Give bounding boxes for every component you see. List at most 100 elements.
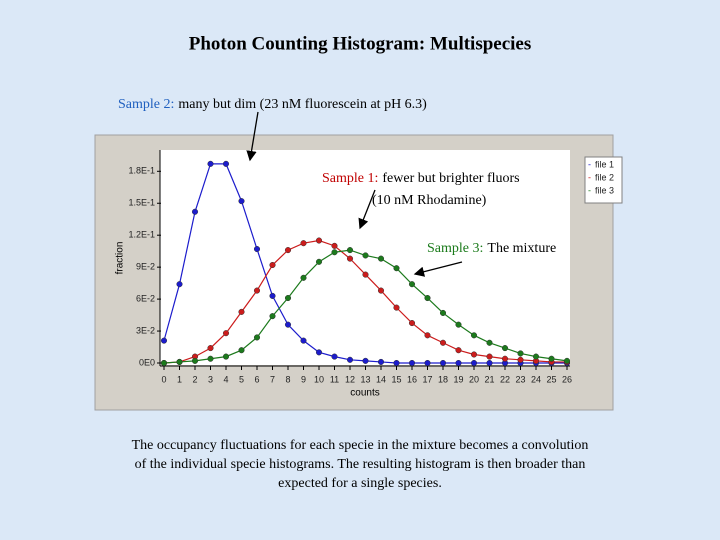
legend-label: file 2 xyxy=(595,172,614,182)
arrow xyxy=(413,261,463,277)
y-tick-label: 9E-2 xyxy=(136,262,155,272)
annotation: Sample 1: fewer but brighter fluors xyxy=(322,171,520,186)
data-point xyxy=(315,349,323,356)
data-point xyxy=(486,339,493,346)
data-point xyxy=(253,245,261,253)
x-tick-label: 24 xyxy=(531,374,541,384)
data-point xyxy=(191,208,199,215)
annotation-label: Sample 3: xyxy=(427,241,483,256)
x-tick-label: 22 xyxy=(500,374,510,384)
x-tick-label: 6 xyxy=(254,374,259,384)
arrow xyxy=(358,189,376,230)
data-point xyxy=(517,356,524,363)
data-point xyxy=(238,308,245,315)
data-point xyxy=(346,247,354,254)
data-point xyxy=(486,353,493,360)
x-tick-label: 9 xyxy=(301,374,306,384)
x-tick-label: 18 xyxy=(438,374,448,384)
data-point xyxy=(269,292,276,299)
data-point xyxy=(470,359,478,367)
data-point xyxy=(207,345,214,352)
legend-dash: - xyxy=(588,159,591,169)
data-point xyxy=(517,350,524,357)
data-point xyxy=(238,347,245,354)
data-point xyxy=(176,281,183,288)
slide-title: Photon Counting Histogram: Multispecies xyxy=(189,33,532,54)
annotation-text: fewer but brighter fluors xyxy=(382,171,519,186)
data-point xyxy=(455,321,462,328)
data-point xyxy=(191,357,199,364)
data-point xyxy=(424,294,431,302)
data-point xyxy=(315,237,323,244)
data-point xyxy=(300,274,307,281)
caption-line: The occupancy fluctuations for each spec… xyxy=(132,438,589,453)
data-point xyxy=(424,332,431,339)
data-point xyxy=(424,359,431,367)
data-point xyxy=(253,287,261,294)
data-point xyxy=(238,198,245,205)
x-axis-label: counts xyxy=(350,388,379,399)
data-point xyxy=(284,247,292,254)
data-point xyxy=(253,334,261,341)
data-point xyxy=(377,255,385,262)
x-tick-label: 20 xyxy=(469,374,479,384)
x-tick-label: 1 xyxy=(177,374,182,384)
data-point xyxy=(160,337,168,344)
arrow xyxy=(246,111,259,162)
y-tick-label: 1.8E-1 xyxy=(128,166,155,176)
legend-label: file 3 xyxy=(595,185,614,195)
data-point xyxy=(331,249,338,256)
data-point xyxy=(346,255,354,262)
data-point xyxy=(362,271,369,278)
annotation-text: The mixture xyxy=(487,241,556,256)
data-point xyxy=(393,265,400,272)
annotation-label: Sample 1: xyxy=(322,171,378,186)
x-tick-label: 23 xyxy=(515,374,525,384)
x-tick-label: 26 xyxy=(562,374,572,384)
x-tick-label: 11 xyxy=(330,374,339,384)
data-point xyxy=(393,304,400,311)
y-tick-label: 1.2E-1 xyxy=(128,230,155,240)
annotation: Sample 2: many but dim (23 nM fluorescein… xyxy=(118,97,427,112)
data-point xyxy=(532,353,540,360)
annotation-text: (10 nM Rhodamine) xyxy=(372,193,487,208)
data-point xyxy=(284,321,292,328)
x-tick-label: 4 xyxy=(223,374,228,384)
data-point xyxy=(176,358,183,365)
data-point xyxy=(377,358,385,365)
x-tick-label: 0 xyxy=(161,374,166,384)
data-point xyxy=(222,330,230,337)
data-point xyxy=(455,347,462,354)
caption-line: expected for a single species. xyxy=(278,476,442,491)
x-tick-label: 13 xyxy=(360,374,370,384)
data-point xyxy=(160,359,168,367)
legend-dash: - xyxy=(588,172,591,182)
data-point xyxy=(486,359,493,367)
data-point xyxy=(408,359,416,367)
x-tick-label: 15 xyxy=(391,374,401,384)
data-point xyxy=(300,337,307,344)
x-tick-label: 10 xyxy=(314,374,324,384)
data-point xyxy=(408,281,416,288)
x-tick-label: 17 xyxy=(422,374,432,384)
data-point xyxy=(439,339,447,346)
legend-label: file 1 xyxy=(595,159,614,169)
data-point xyxy=(548,355,555,362)
annotation-label: Sample 2: xyxy=(118,97,174,112)
data-point xyxy=(377,287,385,294)
data-point xyxy=(315,258,323,265)
data-point xyxy=(222,160,230,167)
x-tick-label: 21 xyxy=(484,374,494,384)
legend-box xyxy=(584,156,623,204)
data-point xyxy=(331,242,338,249)
y-tick-label: 0E0 xyxy=(139,357,155,367)
data-point xyxy=(501,345,509,352)
data-point xyxy=(207,160,214,167)
y-tick-label: 3E-2 xyxy=(136,325,155,335)
data-point xyxy=(300,240,307,247)
x-tick-label: 19 xyxy=(453,374,463,384)
x-tick-label: 2 xyxy=(192,374,197,384)
data-point xyxy=(331,353,338,360)
